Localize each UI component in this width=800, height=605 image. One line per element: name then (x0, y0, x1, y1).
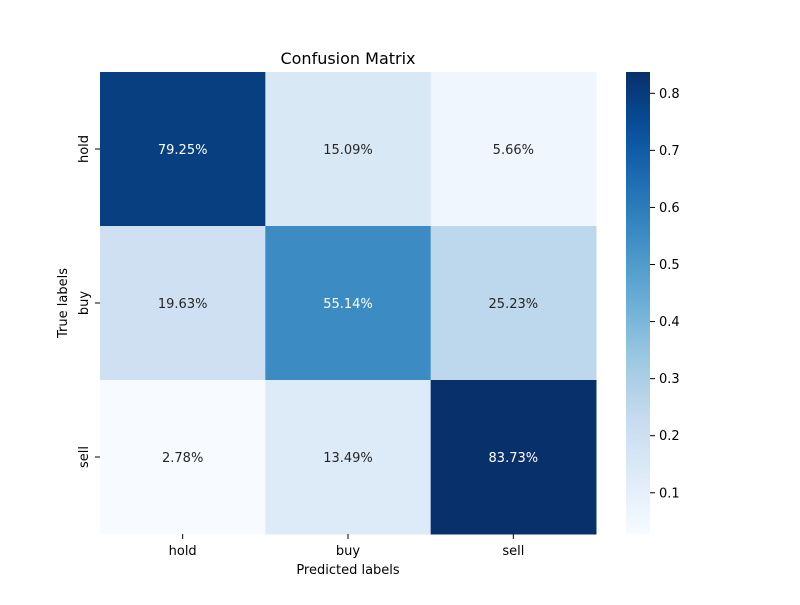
y-tick-label: buy (77, 291, 92, 315)
x-axis-label: Predicted labels (296, 563, 400, 578)
heatmap-cell-hold-sell (430, 72, 597, 227)
heatmap-cell-sell-buy (265, 380, 432, 535)
heatmap-cell-buy-sell (430, 226, 597, 381)
colorbar-tick-label: 0.5 (659, 258, 680, 273)
chart-title: Confusion Matrix (280, 49, 415, 68)
x-tick-label: hold (169, 544, 197, 559)
y-axis-label: True labels (56, 268, 71, 339)
cell-value-label: 19.63% (158, 297, 208, 312)
heatmap-cell-hold-hold (100, 72, 266, 227)
colorbar-tick-label: 0.3 (659, 372, 680, 387)
y-axis-ticks: hold buy sell (77, 135, 100, 468)
heatmap-cell-sell-hold (100, 380, 266, 535)
cell-value-label: 79.25% (158, 143, 208, 158)
cell-value-label: 5.66% (493, 143, 534, 158)
x-tick-label: sell (502, 544, 524, 559)
heatmap-cell-sell-sell (430, 380, 597, 535)
colorbar: 0.1 0.2 0.3 0.4 0.5 0.6 0.7 0.8 (626, 72, 680, 534)
heatmap-cell-buy-hold (100, 226, 266, 381)
colorbar-tick-label: 0.4 (659, 315, 680, 330)
colorbar-tick-label: 0.1 (659, 486, 680, 501)
heatmap-cell-buy-buy (265, 226, 432, 381)
colorbar-tick-label: 0.7 (659, 144, 680, 159)
cell-value-label: 15.09% (323, 143, 373, 158)
colorbar-gradient (626, 72, 650, 534)
y-tick-label: hold (77, 135, 92, 163)
heatmap-cells: 79.25% 15.09% 5.66% 19.63% 55.14% 25.23% 2.78%… (100, 72, 597, 535)
heatmap-cell-hold-buy (265, 72, 432, 227)
colorbar-tick-label: 0.8 (659, 87, 680, 102)
colorbar-tick-label: 0.6 (659, 201, 680, 216)
x-axis-ticks: hold buy sell (169, 534, 524, 559)
x-tick-label: buy (336, 544, 360, 559)
cell-value-label: 83.73% (489, 451, 539, 466)
y-tick-label: sell (77, 446, 92, 468)
cell-value-label: 2.78% (162, 451, 203, 466)
cell-value-label: 55.14% (323, 297, 373, 312)
cell-value-label: 13.49% (323, 451, 373, 466)
colorbar-tick-label: 0.2 (659, 429, 680, 444)
cell-value-label: 25.23% (489, 297, 539, 312)
